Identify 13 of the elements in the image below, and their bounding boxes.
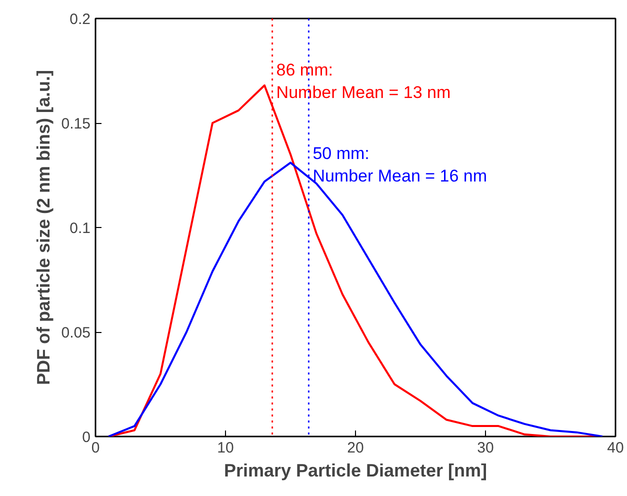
annotation: 50 mm: Number Mean = 16 nm — [312, 144, 488, 186]
y-tick-label: 0.15 — [61, 116, 91, 132]
annotation: 86 mm: Number Mean = 13 nm — [276, 60, 451, 102]
x-tick-label: 30 — [477, 440, 494, 456]
x-tick-label: 40 — [607, 440, 624, 456]
y-tick-label: 0 — [82, 429, 90, 446]
x-tick-label: 10 — [217, 440, 234, 456]
y-axis-title: PDF of particle size (2 nm bins) [a.u.] — [33, 70, 54, 386]
x-axis-title: Primary Particle Diameter [nm] — [224, 460, 488, 480]
y-tick-label: 0.1 — [70, 220, 91, 237]
y-tick-label: 0.05 — [61, 324, 91, 342]
x-tick-label: 20 — [347, 440, 364, 456]
y-tick-label: 0.2 — [70, 11, 91, 28]
